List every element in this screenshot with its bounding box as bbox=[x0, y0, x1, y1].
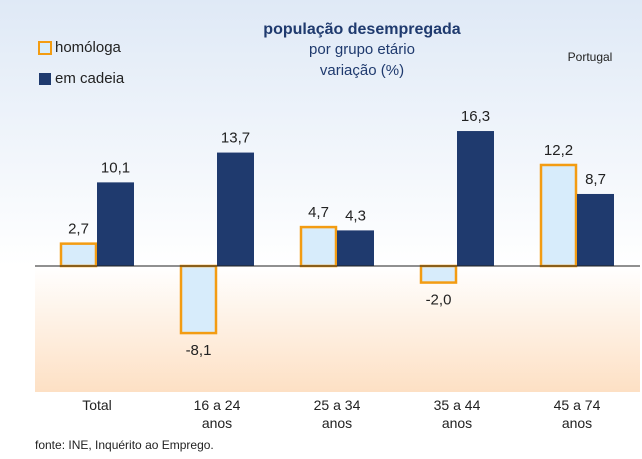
data-label: 8,7 bbox=[585, 171, 606, 188]
legend-swatch bbox=[39, 73, 51, 85]
data-label: 2,7 bbox=[68, 221, 89, 238]
data-label: 4,3 bbox=[345, 207, 366, 224]
subtitle: variação (%) bbox=[320, 62, 404, 79]
legend-swatch bbox=[38, 41, 52, 55]
bar bbox=[337, 230, 374, 266]
bar bbox=[539, 163, 578, 268]
data-label: -8,1 bbox=[186, 342, 212, 359]
x-tick-label: 35 a 44 anos bbox=[433, 397, 481, 431]
bar bbox=[457, 131, 494, 266]
chart-title: população desempregada bbox=[263, 21, 460, 38]
x-tick-label: 16 a 24 anos bbox=[193, 397, 241, 431]
bar bbox=[577, 193, 614, 266]
legend-label: homóloga bbox=[55, 39, 122, 56]
negative-area bbox=[35, 266, 640, 392]
x-tick-label: 45 a 74 anos bbox=[553, 397, 601, 431]
source: fonte: INE, Inquérito ao Emprego. bbox=[35, 438, 214, 452]
bar bbox=[97, 182, 134, 266]
annotation: Portugal bbox=[568, 50, 613, 64]
bar bbox=[419, 264, 458, 284]
subtitle: por grupo etário bbox=[309, 41, 415, 58]
x-tick-label: Total bbox=[82, 397, 112, 413]
legend-label: em cadeia bbox=[55, 70, 125, 87]
data-label: 16,3 bbox=[461, 108, 490, 125]
data-label: -2,0 bbox=[426, 292, 452, 309]
bar bbox=[59, 242, 98, 268]
data-label: 4,7 bbox=[308, 204, 329, 221]
data-label: 12,2 bbox=[544, 142, 573, 159]
data-label: 13,7 bbox=[221, 130, 250, 147]
x-tick-label: 25 a 34 anos bbox=[313, 397, 361, 431]
data-label: 10,1 bbox=[101, 159, 130, 176]
bar bbox=[299, 225, 338, 268]
bar bbox=[217, 152, 254, 266]
bar bbox=[179, 264, 218, 335]
